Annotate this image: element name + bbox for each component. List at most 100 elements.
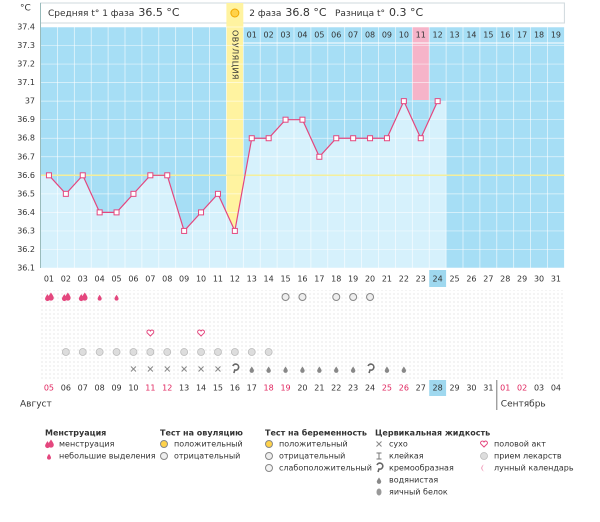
date-label: 23: [348, 384, 358, 393]
legend-label: небольшие выделения: [59, 452, 156, 461]
legend-label: прием лекарств: [494, 452, 562, 461]
symbol-rows: [40, 290, 565, 380]
medicine-icon: [163, 348, 172, 356]
y-tick-label: 36.5: [17, 189, 35, 198]
menstruation-icon: [45, 292, 54, 302]
point: [96, 209, 103, 216]
day-label: 20: [365, 275, 375, 284]
date-label: 19: [280, 384, 290, 393]
point: [164, 172, 171, 179]
day-label: 26: [466, 275, 476, 284]
phase2-label: 2 фаза: [249, 9, 281, 19]
medicine-icon: [247, 348, 256, 356]
legend-title: Цервикальная жидкость: [375, 429, 490, 438]
sun-icon: [230, 8, 240, 18]
point: [299, 116, 306, 123]
phase2-day: 02: [264, 31, 274, 40]
day-label: 27: [483, 275, 493, 284]
test-icon: [281, 293, 290, 301]
phase2-day: 16: [500, 31, 510, 40]
date-label: 18: [264, 384, 274, 393]
day-label: 11: [213, 275, 223, 284]
sticky-icon: [376, 452, 382, 460]
drop-icon: [266, 366, 271, 373]
drop-icon: [114, 294, 119, 301]
heart-icon: [146, 329, 155, 337]
y-tick-label: 36.3: [17, 226, 35, 235]
test-icon: [332, 293, 341, 301]
medicine-icon: [146, 348, 155, 356]
day-label: 08: [162, 275, 172, 284]
date-label: 15: [213, 384, 223, 393]
date-label: 11: [145, 384, 155, 393]
point: [79, 172, 86, 179]
diff-label: Разница t°: [335, 9, 385, 19]
dry-icon: [215, 366, 221, 372]
legend-label: менструация: [59, 440, 115, 449]
date-label: 09: [111, 384, 121, 393]
day-label: 29: [517, 275, 527, 284]
point: [181, 227, 188, 234]
point: [333, 135, 340, 142]
medicine-icon: [180, 348, 189, 356]
phase2-day: 06: [331, 31, 341, 40]
day-label: 15: [280, 275, 290, 284]
drop-icon: [401, 366, 407, 373]
day-label: 18: [331, 275, 341, 284]
heart-icon: [480, 440, 488, 448]
date-label: 28: [433, 384, 443, 393]
medicine-icon: [230, 348, 239, 356]
phase2-day: 11: [416, 31, 426, 40]
test-icon: [349, 293, 358, 301]
drop-icon: [65, 292, 71, 301]
date-label: 24: [365, 384, 375, 393]
medicine-icon: [264, 348, 273, 356]
point: [214, 190, 221, 197]
date-label: 16: [230, 384, 240, 393]
test-icon: [298, 293, 307, 301]
legend-label: сухо: [389, 440, 408, 449]
dry-icon: [164, 366, 171, 372]
legend-label: водянистая: [389, 476, 438, 485]
date-label: 21: [314, 384, 324, 393]
date-label: 08: [95, 384, 105, 393]
legend-label: положительный: [174, 440, 243, 449]
drop-icon: [376, 477, 382, 484]
point: [350, 135, 357, 142]
date-label: 14: [196, 384, 206, 393]
phase1-value: 36.5 °C: [138, 6, 179, 19]
day-label: 13: [247, 275, 257, 284]
legend-title: Менструация: [45, 429, 106, 438]
test-icon: [160, 452, 168, 460]
y-tick-label: 36.6: [17, 171, 35, 180]
menstruation-icon: [45, 439, 54, 449]
y-tick-label: 37.4: [17, 23, 35, 32]
phase2-day: 14: [466, 31, 476, 40]
day-label: 17: [314, 275, 324, 284]
point: [434, 98, 441, 105]
drop-icon: [334, 366, 339, 373]
y-tick-label: 36.9: [17, 115, 35, 124]
day-label: 31: [551, 275, 561, 284]
dry-icon: [147, 366, 154, 372]
day-label: 04: [95, 275, 105, 284]
date-label: 25: [382, 384, 392, 393]
date-label: 17: [247, 384, 257, 393]
drop-icon: [350, 366, 356, 373]
point: [265, 135, 272, 142]
phase2-day: 09: [382, 31, 392, 40]
phase2-day: 04: [297, 31, 307, 40]
day-label: 19: [348, 275, 358, 284]
diff-value: 0.3 °C: [389, 6, 423, 19]
moon-icon: [481, 464, 485, 472]
point: [383, 135, 390, 142]
creamy-icon: [367, 363, 375, 374]
test-icon: [366, 293, 375, 301]
day-label: 06: [128, 275, 138, 284]
phase2-day: 05: [314, 31, 324, 40]
phase2-value: 36.8 °C: [285, 6, 326, 19]
day-label: 03: [78, 275, 88, 284]
date-label: 01: [500, 384, 510, 393]
legend-title: Тест на овуляцию: [160, 429, 243, 438]
day-label: 01: [44, 275, 54, 284]
